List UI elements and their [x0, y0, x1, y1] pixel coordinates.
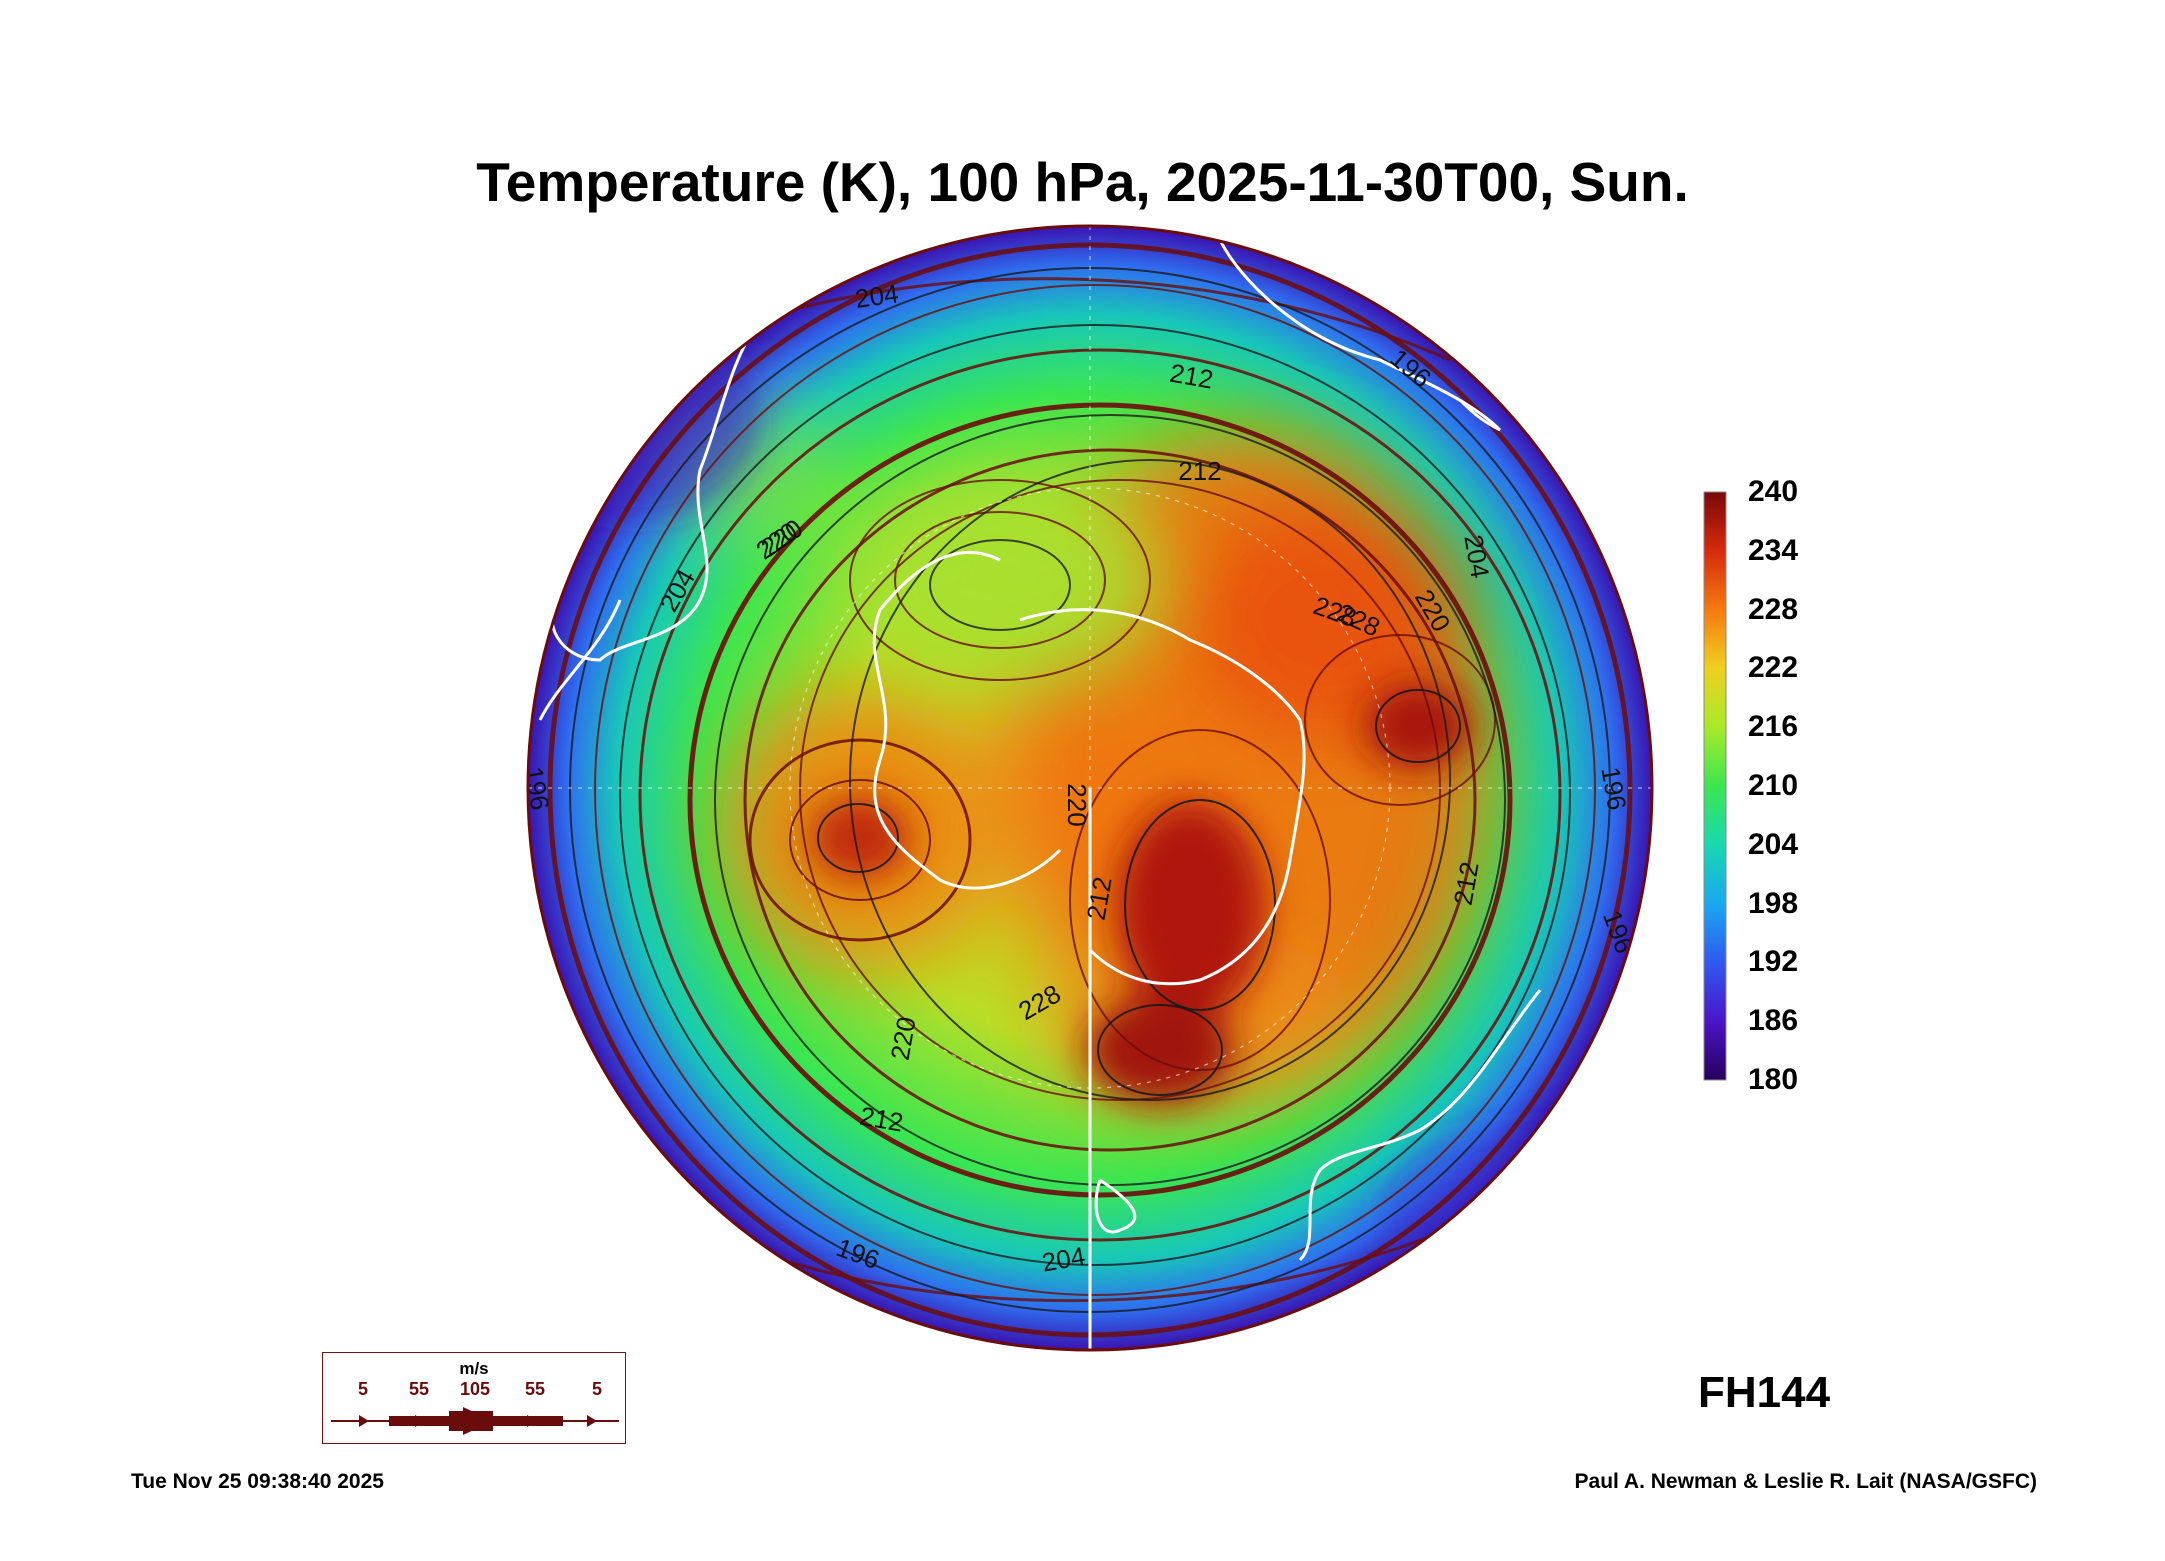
wind-legend-speed: 5	[591, 1379, 603, 1399]
timestamp: Tue Nov 25 09:38:40 2025	[131, 1470, 384, 1493]
temperature-contours	[569, 267, 1611, 1313]
wind-legend-speed: 105	[459, 1379, 491, 1399]
wind-legend-speed: 55	[524, 1379, 546, 1399]
colorbar-tick-label: 240	[1748, 475, 1799, 508]
colorbar-tick-label: 198	[1748, 886, 1799, 920]
coastlines	[538, 239, 1542, 1262]
colorbar-tick-label: 210	[1748, 769, 1799, 802]
wind-legend-speed: 5	[357, 1379, 369, 1399]
wind-speed-legend: m/s 5 55 105 55 5	[322, 1352, 626, 1444]
colorbar	[1703, 491, 1727, 1081]
colorbar-tick-label: 216	[1748, 710, 1799, 744]
contour-label: 220	[1062, 783, 1092, 826]
wind-legend-arrows	[331, 1407, 619, 1435]
map-title: Temperature (K), 100 hPa, 2025-11-30T00,…	[476, 151, 1689, 213]
contour-label: 204	[1458, 532, 1495, 580]
wind-legend-unit: m/s	[459, 1359, 489, 1378]
contour-label: 212	[1168, 358, 1216, 395]
contour-label: 220	[885, 1014, 922, 1062]
colorbar-tick-label: 192	[1748, 945, 1799, 979]
colorbar-tick-label: 186	[1748, 1004, 1799, 1038]
credit: Paul A. Newman & Leslie R. Lait (NASA/GS…	[1574, 1470, 2037, 1493]
colorbar-tick-label: 180	[1748, 1063, 1799, 1096]
map-disc-border	[526, 224, 1654, 1352]
colorbar-tick-label: 228	[1748, 592, 1799, 626]
forecast-hour: FH144	[1698, 1368, 1831, 1417]
colorbar-tick-label: 204	[1748, 827, 1799, 861]
wind-legend-speed: 55	[408, 1379, 430, 1399]
colorbar-tick-label: 234	[1748, 533, 1799, 567]
contour-label: 212	[1178, 456, 1221, 486]
contour-label: 196	[518, 764, 555, 812]
contour-label: 204	[1039, 1241, 1087, 1278]
contour-label: 212	[1448, 859, 1485, 907]
contour-label: 212	[1081, 874, 1118, 922]
colorbar-tick-label: 222	[1748, 651, 1799, 685]
contour-label: 204	[853, 278, 900, 314]
contour-label: 196	[1595, 764, 1632, 812]
contour-label: 212	[858, 1101, 906, 1138]
colorbar-gradient	[1703, 491, 1727, 1081]
